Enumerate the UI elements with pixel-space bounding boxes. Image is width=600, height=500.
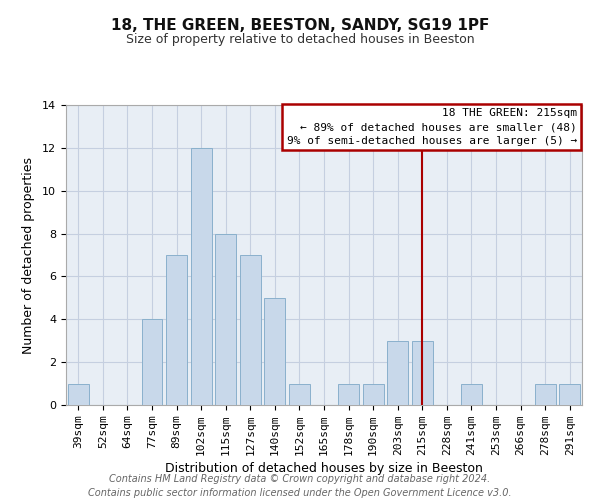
- Bar: [461, 384, 482, 405]
- Text: Contains HM Land Registry data © Crown copyright and database right 2024.
Contai: Contains HM Land Registry data © Crown c…: [88, 474, 512, 498]
- Bar: [68, 384, 89, 405]
- Text: Size of property relative to detached houses in Beeston: Size of property relative to detached ho…: [125, 32, 475, 46]
- Bar: [191, 148, 212, 405]
- Bar: [265, 298, 286, 405]
- Text: 18 THE GREEN: 215sqm
← 89% of detached houses are smaller (48)
9% of semi-detach: 18 THE GREEN: 215sqm ← 89% of detached h…: [287, 108, 577, 146]
- Bar: [559, 384, 580, 405]
- X-axis label: Distribution of detached houses by size in Beeston: Distribution of detached houses by size …: [165, 462, 483, 475]
- Bar: [362, 384, 383, 405]
- Bar: [215, 234, 236, 405]
- Bar: [338, 384, 359, 405]
- Bar: [412, 340, 433, 405]
- Bar: [289, 384, 310, 405]
- Bar: [166, 255, 187, 405]
- Bar: [240, 255, 261, 405]
- Bar: [535, 384, 556, 405]
- Bar: [142, 320, 163, 405]
- Bar: [387, 340, 408, 405]
- Text: 18, THE GREEN, BEESTON, SANDY, SG19 1PF: 18, THE GREEN, BEESTON, SANDY, SG19 1PF: [111, 18, 489, 32]
- Y-axis label: Number of detached properties: Number of detached properties: [22, 156, 35, 354]
